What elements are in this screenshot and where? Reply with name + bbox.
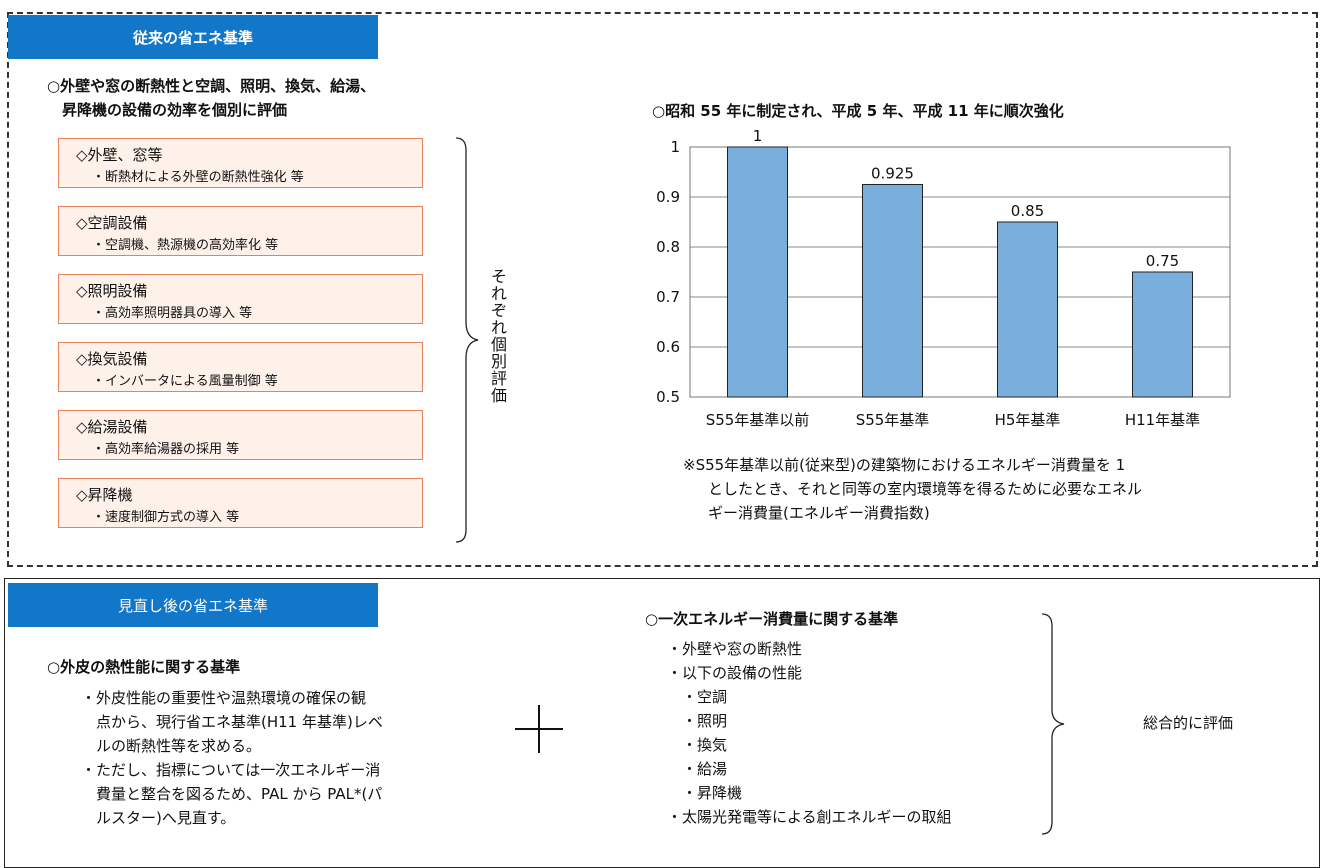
- primary-energy-heading: ○一次エネルギー消費量に関する基準: [645, 610, 899, 628]
- envelope-line: ルの断熱性等を求める。: [96, 737, 262, 755]
- item-title: ◇換気設備: [76, 350, 148, 368]
- primary-energy-item: ・以下の設備の性能: [667, 664, 803, 682]
- chart-note-line-1: ※S55年基準以前(従来型)の建築物におけるエネルギー消費量を 1: [683, 456, 1126, 474]
- item-title: ◇照明設備: [76, 282, 148, 300]
- y-tick-label: 0.5: [656, 388, 680, 406]
- x-tick-label: H5年基準: [995, 411, 1061, 429]
- item-wall-window: ◇外壁、窓等 ・断熱材による外壁の断熱性強化 等: [58, 138, 423, 188]
- primary-energy-item: ・太陽光発電等による創エネルギーの取組: [667, 808, 952, 826]
- bar: [997, 221, 1058, 398]
- chart-note: ※S55年基準以前(従来型)の建築物におけるエネルギー消費量を 1 としたとき、…: [683, 453, 1142, 525]
- x-tick-label: S55年基準: [856, 411, 930, 429]
- upper-brace: [455, 137, 479, 543]
- item-title: ◇昇降機: [76, 486, 133, 504]
- item-sub: ・高効率給湯器の採用 等: [92, 442, 240, 457]
- envelope-line: 費量と整合を図るため、PAL から PAL*(パ: [96, 785, 383, 803]
- bar: [727, 146, 788, 398]
- item-lighting: ◇照明設備 ・高効率照明器具の導入 等: [58, 274, 423, 324]
- primary-energy-subitem: ・給湯: [682, 760, 728, 778]
- plot-frame: [689, 146, 1231, 398]
- chart-note-line-2: としたとき、それと同等の室内環境等を得るために必要なエネル: [708, 480, 1142, 498]
- item-sub: ・高効率照明器具の導入 等: [92, 306, 253, 321]
- item-sub: ・空調機、熱源機の高効率化 等: [92, 238, 279, 253]
- primary-energy-subitem: ・空調: [682, 688, 728, 706]
- bar-value-label: 0.925: [871, 165, 914, 183]
- energy-index-chart: 0.5 0.6 0.7 0.8 0.9 1 1 S55年基準以前 0.925 S55年基準 0.85…: [656, 127, 1231, 429]
- bar-value-label: 0.85: [1011, 202, 1044, 220]
- x-tick-label: H11年基準: [1125, 411, 1200, 429]
- upper-intro: ○外壁や窓の断熱性と空調、照明、換気、給湯、 昇降機の設備の効率を個別に評価: [47, 74, 375, 122]
- y-tick-label: 0.6: [656, 338, 680, 356]
- vertical-label: それぞれ個別評価: [488, 268, 507, 404]
- bar: [1132, 271, 1193, 398]
- primary-energy-subitem: ・昇降機: [682, 784, 743, 802]
- y-tick-label: 1: [670, 138, 680, 156]
- item-ventilation: ◇換気設備 ・インバータによる風量制御 等: [58, 342, 423, 392]
- item-elevator: ◇昇降機 ・速度制御方式の導入 等: [58, 478, 423, 528]
- envelope-line: ・外皮性能の重要性や温熱環境の確保の観: [81, 689, 367, 707]
- y-tick-label: 0.9: [656, 188, 680, 206]
- bar-value-label: 1: [753, 127, 763, 145]
- envelope-heading: ○外皮の熱性能に関する基準: [47, 658, 241, 676]
- envelope-line: ルスター)へ見直す。: [96, 809, 236, 827]
- upper-section-header: 従来の省エネ基準: [8, 15, 378, 59]
- item-sub: ・インバータによる風量制御 等: [92, 374, 278, 389]
- bar: [862, 184, 923, 398]
- lower-brace: [1041, 613, 1065, 835]
- lower-section-header: 見直し後の省エネ基準: [8, 583, 378, 627]
- item-air-conditioning: ◇空調設備 ・空調機、熱源機の高効率化 等: [58, 206, 423, 256]
- primary-energy-subitem: ・換気: [682, 736, 728, 754]
- primary-energy-list: ・外壁や窓の断熱性 ・以下の設備の性能 ・空調 ・照明 ・換気 ・給湯 ・昇降機…: [667, 637, 952, 829]
- item-title: ◇外壁、窓等: [76, 146, 163, 164]
- item-sub: ・速度制御方式の導入 等: [92, 510, 240, 525]
- item-title: ◇空調設備: [76, 214, 148, 232]
- item-sub: ・断熱材による外壁の断熱性強化 等: [92, 170, 304, 185]
- upper-section-frame: [7, 12, 1318, 567]
- envelope-line: ・ただし、指標については一次エネルギー消: [81, 761, 381, 779]
- chart-note-line-3: ギー消費量(エネルギー消費指数): [708, 504, 930, 522]
- overall-evaluation-label: 総合的に評価: [1143, 714, 1234, 732]
- primary-energy-subitem: ・照明: [682, 712, 728, 730]
- plus-icon: [515, 705, 563, 753]
- bar-value-label: 0.75: [1146, 252, 1179, 270]
- upper-intro-line-2: 昇降機の設備の効率を個別に評価: [62, 101, 288, 119]
- y-tick-label: 0.8: [656, 238, 680, 256]
- chart-heading: ○昭和 55 年に制定され、平成 5 年、平成 11 年に順次強化: [652, 102, 1064, 120]
- x-tick-label: S55年基準以前: [706, 411, 810, 429]
- y-tick-label: 0.7: [656, 288, 680, 306]
- envelope-text: ・外皮性能の重要性や温熱環境の確保の観 点から、現行省エネ基準(H11 年基準)…: [81, 686, 383, 830]
- item-title: ◇給湯設備: [76, 418, 148, 436]
- item-hot-water: ◇給湯設備 ・高効率給湯器の採用 等: [58, 410, 423, 460]
- envelope-line: 点から、現行省エネ基準(H11 年基準)レベ: [96, 713, 383, 731]
- upper-intro-line-1: ○外壁や窓の断熱性と空調、照明、換気、給湯、: [47, 77, 376, 95]
- primary-energy-item: ・外壁や窓の断熱性: [667, 640, 803, 658]
